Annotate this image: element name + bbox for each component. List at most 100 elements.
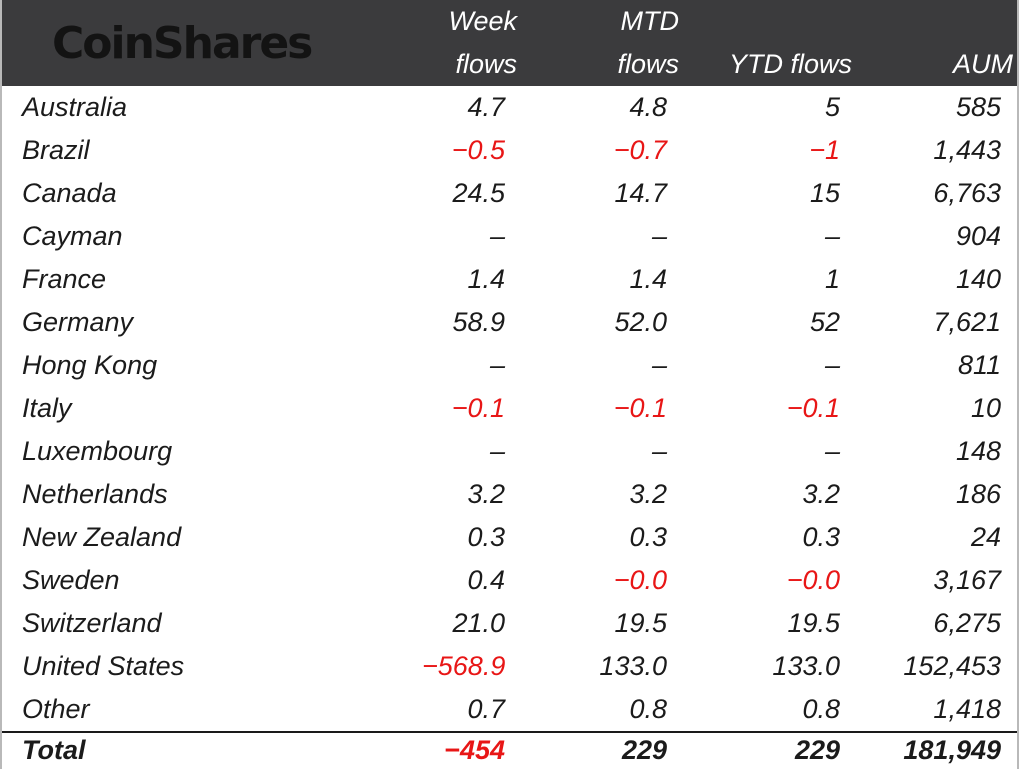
cell-week-flows: 3.2	[467, 479, 505, 509]
cell-aum: 24	[970, 522, 1001, 552]
cell-ytd-flows: 3.2	[802, 479, 840, 509]
country-label: New Zealand	[22, 522, 182, 552]
cell-ytd-flows: –	[824, 221, 840, 251]
cell-mtd-flows: –	[651, 436, 667, 466]
country-label: United States	[22, 651, 185, 681]
table-row: France 1.4 1.4 1 140	[2, 258, 1017, 301]
cell-mtd-flows: 52.0	[614, 307, 667, 337]
column-header-week-flows: Week flows	[422, 0, 521, 86]
cell-mtd-flows: –	[651, 350, 667, 380]
cell-week-flows: 24.5	[452, 178, 505, 208]
cell-ytd-flows: −0.0	[786, 565, 840, 595]
table-row: Hong Kong – – – 811	[2, 344, 1017, 387]
cell-mtd-flows: −0.1	[613, 393, 667, 423]
cell-aum: 140	[955, 264, 1001, 294]
cell-week-flows: −0.1	[451, 393, 505, 423]
column-header-mtd-flows: MTD flows	[521, 0, 683, 86]
cell-aum: 585	[955, 92, 1001, 122]
column-header-line2: flows	[455, 48, 517, 79]
cell-ytd-flows: 229	[794, 734, 840, 765]
column-header-ytd-flows: YTD flows	[683, 0, 856, 86]
country-label: France	[22, 264, 107, 294]
cell-mtd-flows: 133.0	[599, 651, 667, 681]
cell-aum: 10	[970, 393, 1001, 423]
cell-ytd-flows: 1	[824, 264, 840, 294]
table-row: Luxembourg – – – 148	[2, 430, 1017, 473]
cell-aum: 811	[957, 350, 1001, 380]
logo-cell: CoinShares	[2, 0, 422, 86]
cell-mtd-flows: 1.4	[629, 264, 667, 294]
total-row: Total −454 229 229 181,949	[2, 731, 1017, 767]
country-label: Netherlands	[22, 479, 168, 509]
cell-week-flows: 58.9	[452, 307, 505, 337]
table-row: Other 0.7 0.8 0.8 1,418	[2, 688, 1017, 731]
cell-week-flows: 0.4	[467, 565, 505, 595]
country-label: Other	[22, 694, 90, 724]
country-label: Germany	[22, 307, 134, 337]
cell-aum: 3,167	[933, 565, 1001, 595]
cell-ytd-flows: −0.1	[786, 393, 840, 423]
table-row: Sweden 0.4 −0.0 −0.0 3,167	[2, 559, 1017, 602]
cell-ytd-flows: −1	[809, 135, 840, 165]
cell-ytd-flows: 15	[809, 178, 840, 208]
cell-aum: 148	[955, 436, 1001, 466]
cell-ytd-flows: –	[824, 436, 840, 466]
cell-week-flows: 21.0	[452, 608, 505, 638]
column-header-aum: AUM	[856, 0, 1017, 86]
cell-week-flows: 0.7	[467, 694, 505, 724]
table-row: Italy −0.1 −0.1 −0.1 10	[2, 387, 1017, 430]
cell-aum: 186	[955, 479, 1001, 509]
column-header-line1: Week	[448, 6, 517, 36]
cell-aum: 904	[955, 221, 1001, 251]
cell-mtd-flows: 19.5	[614, 608, 667, 638]
column-header-line1: MTD	[620, 6, 679, 36]
country-label: Canada	[22, 178, 117, 208]
country-label: Brazil	[22, 135, 90, 165]
cell-mtd-flows: 229	[621, 734, 667, 765]
table-row: Netherlands 3.2 3.2 3.2 186	[2, 473, 1017, 516]
table-footer: Total −454 229 229 181,949	[2, 731, 1017, 767]
coinshares-logo: CoinShares	[52, 17, 313, 69]
cell-week-flows: −0.5	[451, 135, 505, 165]
cell-mtd-flows: 0.3	[629, 522, 667, 552]
country-label: Switzerland	[22, 608, 162, 638]
cell-aum: 6,275	[933, 608, 1001, 638]
cell-ytd-flows: 133.0	[772, 651, 840, 681]
country-label: Australia	[22, 92, 128, 122]
cell-week-flows: −454	[444, 734, 505, 765]
table-row: Germany 58.9 52.0 52 7,621	[2, 301, 1017, 344]
table-row: Switzerland 21.0 19.5 19.5 6,275	[2, 602, 1017, 645]
table-row: New Zealand 0.3 0.3 0.3 24	[2, 516, 1017, 559]
cell-ytd-flows: 19.5	[787, 608, 840, 638]
country-label: Cayman	[22, 221, 123, 251]
country-label: Sweden	[22, 565, 120, 595]
cell-mtd-flows: −0.0	[613, 565, 667, 595]
country-label: Italy	[22, 393, 72, 423]
table-row: Canada 24.5 14.7 15 6,763	[2, 172, 1017, 215]
cell-aum: 1,443	[933, 135, 1001, 165]
cell-aum: 1,418	[933, 694, 1001, 724]
table-row: United States −568.9 133.0 133.0 152,453	[2, 645, 1017, 688]
cell-aum: 7,621	[933, 307, 1001, 337]
cell-ytd-flows: –	[824, 350, 840, 380]
cell-ytd-flows: 0.8	[802, 694, 840, 724]
cell-ytd-flows: 5	[824, 92, 840, 122]
column-header-line2: flows	[617, 48, 679, 79]
cell-mtd-flows: –	[651, 221, 667, 251]
cell-week-flows: 0.3	[467, 522, 505, 552]
cell-ytd-flows: 52	[809, 307, 840, 337]
cell-aum: 152,453	[903, 651, 1001, 681]
table-row: Australia 4.7 4.8 5 585	[2, 86, 1017, 129]
cell-week-flows: –	[489, 350, 505, 380]
country-label: Total	[22, 734, 86, 765]
cell-aum: 6,763	[933, 178, 1001, 208]
table-row: Brazil −0.5 −0.7 −1 1,443	[2, 129, 1017, 172]
cell-week-flows: –	[489, 221, 505, 251]
cell-aum: 181,949	[903, 734, 1001, 765]
cell-mtd-flows: 14.7	[614, 178, 667, 208]
table-body: Australia 4.7 4.8 5 585 Brazil −0.5 −0.7 −1 1,443…	[2, 86, 1017, 731]
table-header: CoinShares Week flows MTD flows YTD flow…	[2, 0, 1017, 86]
cell-week-flows: 1.4	[467, 264, 505, 294]
cell-mtd-flows: −0.7	[613, 135, 667, 165]
